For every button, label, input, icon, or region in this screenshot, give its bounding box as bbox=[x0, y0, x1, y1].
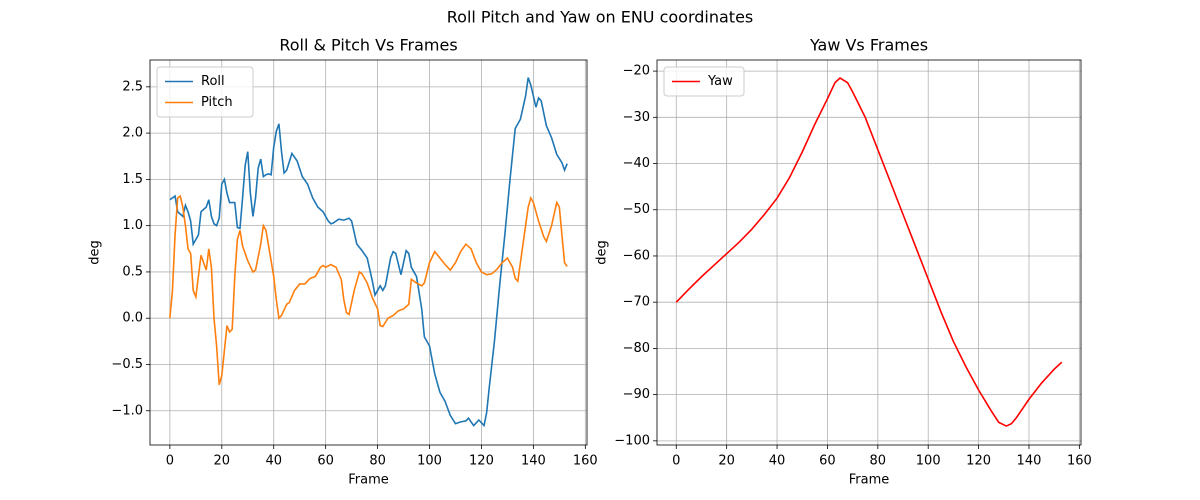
x-tick-label: 160 bbox=[1067, 454, 1092, 469]
series-line bbox=[169, 194, 568, 386]
x-tick-label: 40 bbox=[265, 454, 282, 469]
y-tick-label: −100 bbox=[614, 433, 650, 448]
x-tick-label: 120 bbox=[966, 454, 991, 469]
x-tick-label: 20 bbox=[718, 454, 735, 469]
y-tick-label: 2.5 bbox=[122, 79, 143, 94]
y-tick-label: 2.0 bbox=[122, 126, 143, 141]
subplot-title: Roll & Pitch Vs Frames bbox=[279, 36, 457, 55]
y-tick-label: −1.0 bbox=[111, 403, 143, 418]
series-line bbox=[675, 77, 1063, 427]
x-tick-label: 60 bbox=[819, 454, 836, 469]
x-axis-label: Frame bbox=[849, 473, 890, 488]
y-tick-label: −70 bbox=[623, 295, 650, 310]
x-tick-label: 100 bbox=[916, 454, 941, 469]
y-tick-label: −50 bbox=[623, 202, 650, 217]
y-tick-label: −0.5 bbox=[111, 357, 143, 372]
x-tick-label: 20 bbox=[214, 454, 231, 469]
y-tick-label: −90 bbox=[623, 387, 650, 402]
y-tick-label: −40 bbox=[623, 156, 650, 171]
x-tick-label: 60 bbox=[317, 454, 334, 469]
y-axis-label: deg bbox=[595, 240, 610, 265]
legend-box bbox=[663, 66, 745, 97]
x-tick-label: 0 bbox=[166, 454, 174, 469]
x-tick-label: 160 bbox=[573, 454, 598, 469]
series-line bbox=[169, 77, 568, 428]
y-tick-label: 0.5 bbox=[122, 264, 143, 279]
legend-label: Yaw bbox=[707, 74, 733, 89]
y-tick-label: 1.5 bbox=[122, 172, 143, 187]
y-tick-label: 0.0 bbox=[122, 311, 143, 326]
y-tick-label: −60 bbox=[623, 248, 650, 263]
x-axis-label: Frame bbox=[348, 473, 389, 488]
y-tick-label: −20 bbox=[623, 64, 650, 79]
legend-box bbox=[156, 66, 254, 118]
x-tick-label: 100 bbox=[417, 454, 442, 469]
legend-label: Roll bbox=[201, 74, 225, 89]
subplot-title: Yaw Vs Frames bbox=[809, 36, 928, 55]
y-tick-label: −80 bbox=[623, 341, 650, 356]
y-tick-label: 1.0 bbox=[122, 218, 143, 233]
y-tick-label: −30 bbox=[623, 110, 650, 125]
x-tick-label: 80 bbox=[870, 454, 887, 469]
legend-label: Pitch bbox=[201, 95, 233, 110]
x-tick-label: 140 bbox=[1017, 454, 1042, 469]
figure-title: Roll Pitch and Yaw on ENU coordinates bbox=[447, 8, 754, 27]
x-tick-label: 120 bbox=[469, 454, 494, 469]
x-tick-label: 140 bbox=[521, 454, 546, 469]
axes-frame bbox=[149, 59, 588, 446]
y-axis-label: deg bbox=[88, 240, 103, 265]
x-tick-label: 80 bbox=[369, 454, 386, 469]
axes-frame bbox=[656, 59, 1082, 446]
x-tick-label: 40 bbox=[769, 454, 786, 469]
x-tick-label: 0 bbox=[672, 454, 680, 469]
